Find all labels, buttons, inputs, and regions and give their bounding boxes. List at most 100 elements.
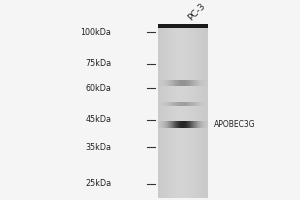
Bar bbox=[202, 102, 203, 106]
Bar bbox=[196, 80, 197, 86]
Bar bbox=[158, 24, 160, 198]
Bar bbox=[207, 80, 208, 86]
Bar bbox=[200, 102, 201, 106]
Bar bbox=[169, 102, 170, 106]
Bar bbox=[199, 102, 200, 106]
Bar bbox=[186, 80, 187, 86]
Bar bbox=[192, 121, 193, 128]
Bar bbox=[188, 121, 189, 128]
Bar bbox=[200, 80, 201, 86]
Bar bbox=[190, 102, 191, 106]
Bar bbox=[193, 24, 195, 198]
Bar bbox=[204, 102, 205, 106]
Bar bbox=[195, 102, 196, 106]
Bar bbox=[165, 102, 166, 106]
Bar bbox=[160, 121, 161, 128]
Bar bbox=[172, 102, 173, 106]
Bar bbox=[199, 80, 200, 86]
Bar bbox=[180, 80, 181, 86]
Text: 60kDa: 60kDa bbox=[85, 84, 111, 93]
Bar bbox=[197, 80, 198, 86]
Bar bbox=[173, 102, 174, 106]
Bar bbox=[176, 121, 177, 128]
Bar bbox=[196, 121, 197, 128]
Bar bbox=[167, 102, 168, 106]
Bar bbox=[170, 24, 173, 198]
Bar bbox=[168, 24, 170, 198]
Bar bbox=[168, 121, 169, 128]
Bar bbox=[172, 121, 173, 128]
Bar bbox=[193, 80, 194, 86]
Text: 75kDa: 75kDa bbox=[85, 59, 111, 68]
Bar bbox=[174, 102, 175, 106]
Bar bbox=[187, 80, 188, 86]
Bar bbox=[164, 102, 165, 106]
Bar bbox=[205, 80, 206, 86]
Bar bbox=[190, 121, 191, 128]
Bar bbox=[195, 80, 196, 86]
Text: 35kDa: 35kDa bbox=[85, 143, 111, 152]
Bar bbox=[175, 102, 176, 106]
Bar bbox=[198, 24, 200, 198]
Bar bbox=[189, 121, 190, 128]
Bar bbox=[194, 121, 195, 128]
Bar bbox=[207, 102, 208, 106]
Bar bbox=[186, 102, 187, 106]
Bar bbox=[182, 102, 183, 106]
Bar bbox=[162, 80, 163, 86]
Bar bbox=[166, 80, 167, 86]
Bar bbox=[187, 102, 188, 106]
Bar bbox=[185, 102, 186, 106]
Bar bbox=[205, 102, 206, 106]
Bar bbox=[173, 24, 176, 198]
Bar bbox=[171, 121, 172, 128]
Bar bbox=[173, 121, 174, 128]
Bar bbox=[176, 80, 177, 86]
Bar bbox=[183, 24, 185, 198]
Bar bbox=[180, 102, 181, 106]
Bar bbox=[178, 102, 179, 106]
Bar bbox=[181, 121, 182, 128]
Bar bbox=[182, 121, 183, 128]
Bar bbox=[177, 80, 178, 86]
Bar bbox=[172, 80, 173, 86]
Bar bbox=[171, 80, 172, 86]
Bar bbox=[179, 102, 180, 106]
Bar bbox=[167, 80, 168, 86]
Bar bbox=[181, 24, 183, 198]
Bar bbox=[194, 102, 195, 106]
Bar bbox=[163, 121, 164, 128]
Bar bbox=[185, 24, 188, 198]
Bar bbox=[163, 102, 164, 106]
Bar bbox=[176, 24, 178, 198]
Bar bbox=[199, 121, 200, 128]
Bar bbox=[185, 121, 186, 128]
Bar bbox=[206, 80, 207, 86]
Text: PC-3: PC-3 bbox=[186, 2, 207, 23]
Bar bbox=[160, 80, 161, 86]
Bar bbox=[195, 121, 196, 128]
Bar bbox=[184, 121, 185, 128]
Bar bbox=[203, 121, 204, 128]
Bar bbox=[171, 102, 172, 106]
Bar bbox=[176, 102, 177, 106]
Bar bbox=[166, 102, 167, 106]
Bar bbox=[203, 80, 204, 86]
Bar bbox=[169, 80, 170, 86]
Bar bbox=[190, 24, 193, 198]
Bar bbox=[192, 80, 193, 86]
Bar bbox=[181, 80, 182, 86]
Bar bbox=[166, 121, 167, 128]
Bar bbox=[161, 80, 162, 86]
Bar bbox=[162, 121, 163, 128]
Text: 45kDa: 45kDa bbox=[85, 115, 111, 124]
Bar bbox=[174, 121, 175, 128]
Bar bbox=[159, 80, 160, 86]
Bar bbox=[170, 102, 171, 106]
Bar bbox=[164, 80, 165, 86]
Bar bbox=[158, 24, 208, 198]
Bar bbox=[203, 102, 204, 106]
Bar bbox=[165, 80, 166, 86]
Bar bbox=[168, 80, 169, 86]
Bar bbox=[160, 24, 163, 198]
